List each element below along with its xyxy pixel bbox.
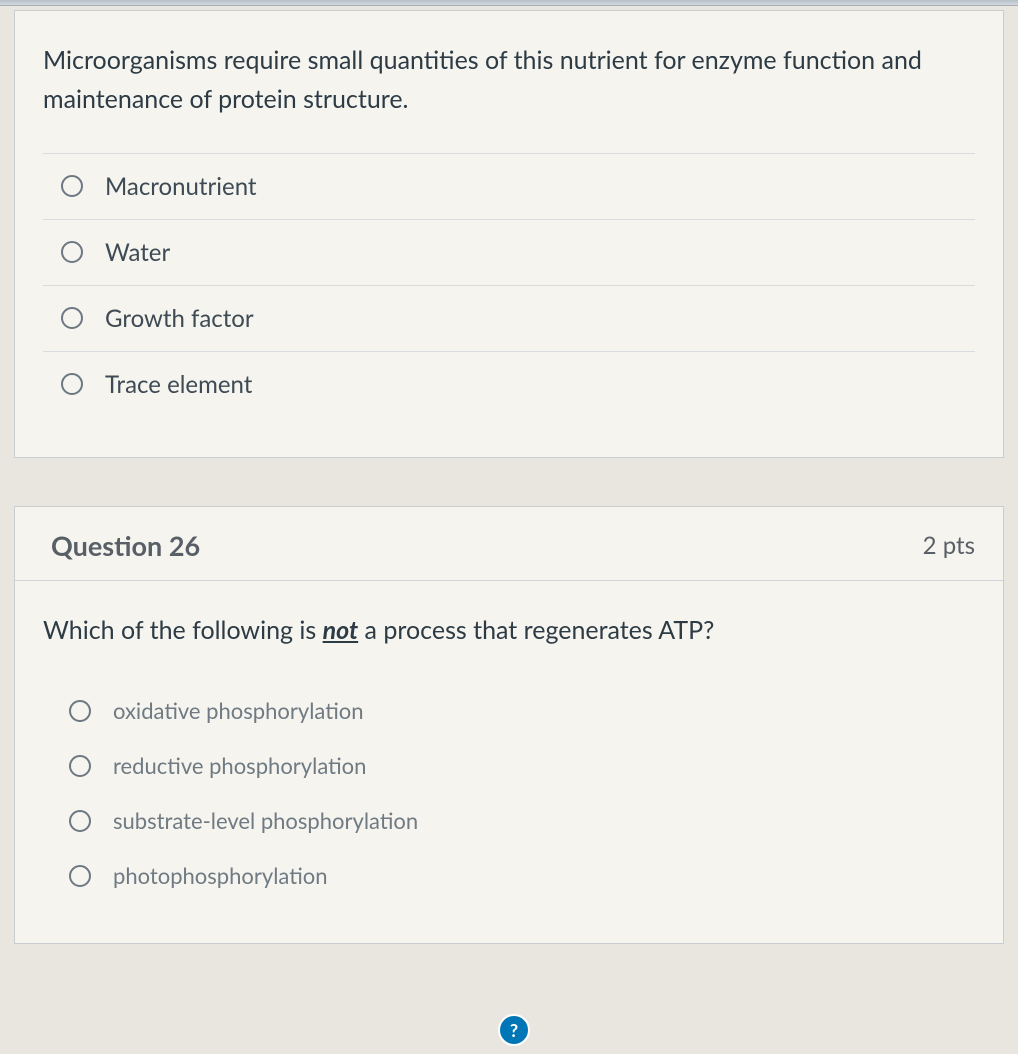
quiz-page: Microorganisms require small quantities … xyxy=(0,10,1018,944)
window-top-strip xyxy=(0,0,1018,6)
question-card-25: Microorganisms require small quantities … xyxy=(14,10,1004,458)
question-prompt-26: Which of the following is not a process … xyxy=(43,611,975,650)
answer-option[interactable]: Macronutrient xyxy=(43,153,975,219)
answer-option[interactable]: oxidative phosphorylation xyxy=(43,683,975,738)
answer-option[interactable]: Growth factor xyxy=(43,285,975,351)
prompt-suffix: a process that regenerates ATP? xyxy=(358,615,714,645)
radio-icon xyxy=(69,755,91,777)
answer-label: Growth factor xyxy=(105,304,254,333)
radio-icon xyxy=(61,373,83,395)
answer-label: Trace element xyxy=(105,370,252,399)
prompt-prefix: Which of the following is xyxy=(43,615,323,645)
question-title: Question 26 xyxy=(51,529,200,562)
answer-label: reductive phosphorylation xyxy=(113,752,366,779)
answer-option[interactable]: substrate-level phosphorylation xyxy=(43,793,975,848)
answer-option[interactable]: Water xyxy=(43,219,975,285)
answer-option[interactable]: reductive phosphorylation xyxy=(43,738,975,793)
radio-icon xyxy=(61,175,83,197)
answer-option[interactable]: photophosphorylation xyxy=(43,848,975,903)
radio-icon xyxy=(69,810,91,832)
answer-list-26: oxidative phosphorylation reductive phos… xyxy=(43,683,975,903)
question-body-25: Microorganisms require small quantities … xyxy=(15,11,1003,457)
question-header-26: Question 26 2 pts xyxy=(15,507,1003,581)
question-body-26: Which of the following is not a process … xyxy=(15,581,1003,944)
question-prompt-25: Microorganisms require small quantities … xyxy=(43,41,975,119)
answer-label: substrate-level phosphorylation xyxy=(113,807,418,834)
question-card-26: Question 26 2 pts Which of the following… xyxy=(14,506,1004,945)
answer-option[interactable]: Trace element xyxy=(43,351,975,417)
help-icon: ? xyxy=(510,1019,518,1041)
question-points: 2 pts xyxy=(923,531,975,560)
radio-icon xyxy=(61,307,83,329)
radio-icon xyxy=(61,241,83,263)
answer-list-25: Macronutrient Water Growth factor Trace … xyxy=(43,153,975,417)
prompt-emphasis: not xyxy=(323,615,359,645)
answer-label: photophosphorylation xyxy=(113,862,328,889)
answer-label: oxidative phosphorylation xyxy=(113,697,364,724)
help-button[interactable]: ? xyxy=(498,1014,530,1046)
radio-icon xyxy=(69,700,91,722)
radio-icon xyxy=(69,865,91,887)
answer-label: Macronutrient xyxy=(105,172,257,201)
answer-label: Water xyxy=(105,238,170,267)
